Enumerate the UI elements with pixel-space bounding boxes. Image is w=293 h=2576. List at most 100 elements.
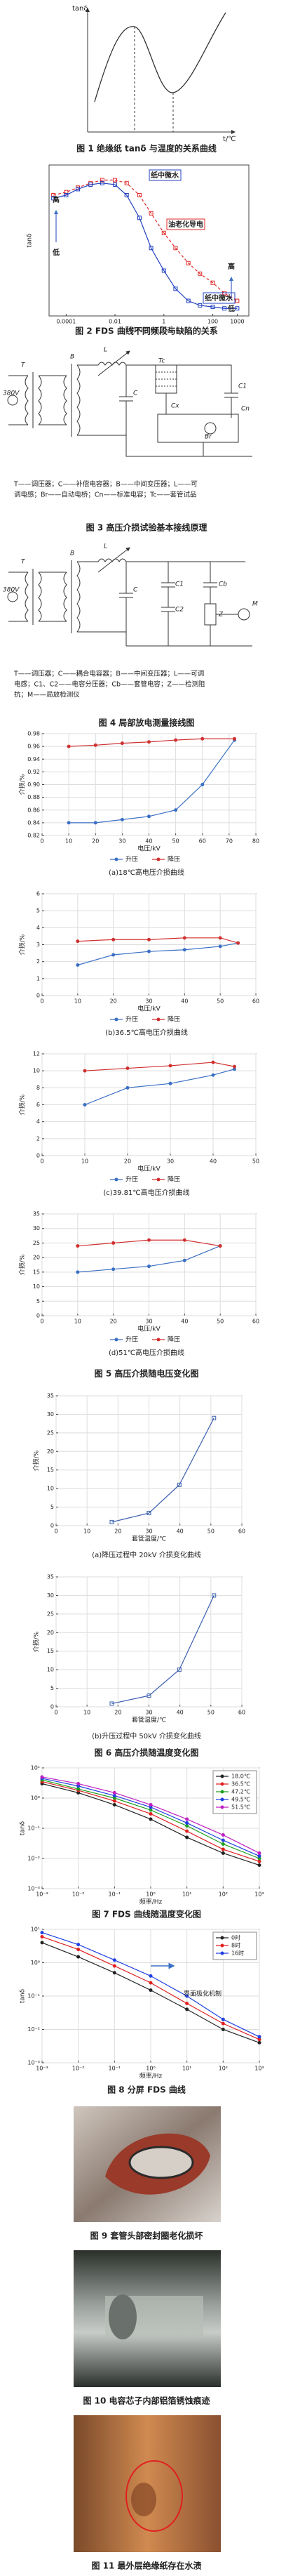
y-tick-label: 0.98 xyxy=(27,731,40,737)
y-tick-label: 0.82 xyxy=(27,833,40,839)
subcaption: (a)18℃高电压介损曲线 xyxy=(109,868,184,877)
x-tick-label: 50 xyxy=(207,1528,214,1535)
data-point xyxy=(76,1244,80,1248)
data-point xyxy=(76,1948,81,1952)
circuit-label: 380V xyxy=(3,587,20,594)
data-point xyxy=(149,1817,153,1821)
subcaption: (c)39.81℃高电压介损曲线 xyxy=(103,1188,189,1197)
data-point xyxy=(40,1935,44,1939)
x-label: t/℃ xyxy=(223,136,236,143)
data-point xyxy=(236,941,240,945)
data-point xyxy=(221,1851,225,1855)
figure-caption: 图 7 FDS 曲线随温度变化图 xyxy=(92,1909,201,1920)
x-tick-label: 20 xyxy=(110,998,117,1005)
x-tick-label: 60 xyxy=(238,1710,245,1716)
data-point xyxy=(182,1258,186,1262)
y-tick-label: 0 xyxy=(36,1313,40,1319)
data-point xyxy=(177,1482,182,1487)
annotation: 高 xyxy=(53,195,60,204)
data-point xyxy=(147,740,151,744)
data-point xyxy=(198,271,203,276)
data-point xyxy=(51,196,56,201)
legend-text: 调电感；Br——自动电桥；Cn——标准电容；Tc——套管试品 xyxy=(14,491,197,499)
x-tick-label: 10 xyxy=(65,838,72,845)
tan-curve xyxy=(94,12,226,103)
y-axis-label: 介损/% xyxy=(32,1631,41,1652)
data-point xyxy=(64,190,69,194)
data-point xyxy=(64,193,69,197)
data-point xyxy=(168,1064,172,1068)
data-point xyxy=(88,182,93,187)
x-tick-label: 40 xyxy=(145,838,152,845)
x-tick-label: 1 xyxy=(162,319,165,325)
x-tick-label: 0.01 xyxy=(109,319,121,325)
data-point xyxy=(185,1829,189,1833)
data-point xyxy=(149,246,154,251)
x-tick-label: 50 xyxy=(207,1710,214,1716)
y-tick-label: 25 xyxy=(47,1611,54,1617)
data-point xyxy=(125,1085,130,1090)
x-tick-label: 0 xyxy=(40,998,43,1005)
x-axis-label: Frequency [Hz] xyxy=(125,326,173,333)
data-point xyxy=(173,286,178,291)
circuit-label: C1 xyxy=(175,581,184,588)
annotation-box xyxy=(166,218,205,230)
y-tick-label: 3 xyxy=(36,942,40,948)
data-point xyxy=(185,2007,189,2012)
data-point xyxy=(149,1981,153,1985)
annotation-box xyxy=(203,292,236,304)
circuit-label: L xyxy=(104,543,107,550)
data-point xyxy=(113,178,118,183)
data-point xyxy=(161,230,166,235)
figure-caption: 图 11 最外层绝缘纸存在水渍 xyxy=(91,2561,201,2571)
x-tick-label: 10¹ xyxy=(182,2066,191,2072)
y-label: tanδ xyxy=(72,5,88,13)
x-axis-label: 电压/kV xyxy=(137,1325,161,1333)
legend-text: T——调压器；C——补偿电容器；B——中间变压器；L——可 xyxy=(13,480,198,489)
x-tick-label: 30 xyxy=(145,1710,152,1716)
annotation: 界面极化机制 xyxy=(184,1990,222,1998)
data-point xyxy=(233,1064,236,1069)
data-point xyxy=(112,1958,116,1962)
y-tick-label: 10¹ xyxy=(31,1927,40,1933)
annotation: 纸中微水 xyxy=(151,171,179,180)
legend-label: 49.5℃ xyxy=(231,1797,250,1803)
x-tick-label: 30 xyxy=(145,998,152,1005)
y-axis-label: tanδ xyxy=(27,233,34,248)
x-tick-label: 50 xyxy=(252,1158,259,1165)
y-tick-label: 25 xyxy=(47,1429,54,1436)
data-point xyxy=(185,1835,189,1839)
figure-caption: 图 3 高压介损试验基本接线原理 xyxy=(86,522,207,533)
data-point xyxy=(93,821,97,825)
y-tick-label: 0 xyxy=(36,1153,40,1159)
circuit-label: 380V xyxy=(3,390,20,397)
legend-label: 51.5℃ xyxy=(231,1804,250,1811)
x-tick-label: 50 xyxy=(217,1319,224,1325)
x-tick-label: 10⁻² xyxy=(72,2066,85,2072)
data-point xyxy=(220,1782,224,1786)
photo-9 xyxy=(74,2106,221,2222)
data-point xyxy=(114,1177,118,1182)
x-tick-label: 40 xyxy=(210,1158,217,1165)
x-tick-label: 80 xyxy=(252,838,259,845)
y-tick-label: 35 xyxy=(47,1574,54,1580)
circuit-label: L xyxy=(104,347,107,354)
data-point xyxy=(93,743,97,747)
x-tick-label: 10² xyxy=(219,2066,228,2072)
data-point xyxy=(109,1701,114,1706)
data-point xyxy=(212,1415,217,1420)
x-tick-label: 20 xyxy=(114,1710,121,1716)
y-tick-label: 0 xyxy=(36,993,40,999)
legend-label: 47.2℃ xyxy=(231,1789,250,1795)
y-tick-label: 15 xyxy=(33,1269,40,1275)
data-point xyxy=(114,1337,118,1342)
y-axis-label: 介损/% xyxy=(18,934,27,955)
data-point xyxy=(185,1817,189,1821)
data-point xyxy=(67,821,71,825)
series-line xyxy=(111,1595,214,1705)
legend-label: 升压 xyxy=(125,1016,138,1024)
legend-label: 36.5℃ xyxy=(231,1781,250,1788)
x-tick-label: 50 xyxy=(217,998,224,1005)
x-axis-label: 电压/kV xyxy=(137,1005,161,1013)
data-point xyxy=(112,1971,116,1975)
